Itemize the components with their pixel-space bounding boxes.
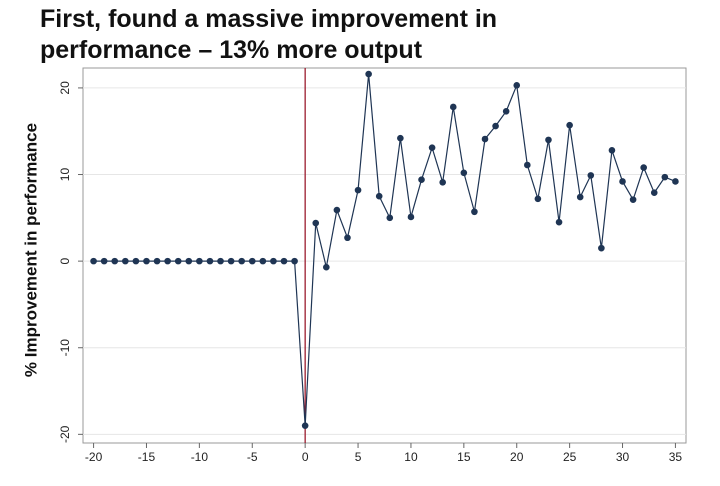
marker [143,257,150,265]
marker [629,196,637,203]
marker [122,257,129,265]
marker [650,189,658,197]
marker [206,257,214,265]
marker [217,257,224,265]
x-tick-label: 15 [457,450,471,464]
x-tick-label: 5 [355,450,362,464]
y-tick-label: -20 [58,425,72,443]
x-tick-label: 25 [563,450,577,464]
y-tick-label: 20 [58,81,72,95]
marker [164,257,171,265]
chart-title: First, found a massive improvement in pe… [40,5,498,64]
marker [418,176,425,184]
marker [460,169,468,177]
marker [513,82,521,89]
plot-frame [82,67,687,444]
y-tick-label: 10 [58,168,72,182]
marker [439,179,446,186]
marker [185,257,193,265]
marker [248,257,256,265]
marker [407,213,415,221]
marker [132,257,140,265]
marker [312,219,320,227]
marker [301,422,309,429]
marker [449,103,457,111]
marker [375,192,383,200]
marker [524,161,531,169]
marker [100,257,108,265]
marker [534,195,542,203]
marker [365,70,372,78]
marker [471,208,478,216]
line [93,74,676,426]
marker [291,257,298,265]
x-tick-label: 20 [510,450,524,464]
marker [545,136,552,144]
marker [502,108,510,115]
marker [555,218,563,226]
marker [153,257,161,265]
marker [576,193,584,201]
marker [354,186,362,194]
x-tick-label: -10 [191,450,209,464]
y-tick-label: -10 [58,339,72,357]
marker [640,164,647,171]
marker [566,121,573,129]
marker [587,172,595,179]
x-tick-label: 10 [404,450,418,464]
marker [323,263,330,271]
x-tick-label: 30 [616,450,630,464]
marker [428,144,436,151]
marker [90,257,97,265]
marker [196,257,203,265]
marker [174,257,182,265]
marker [397,134,404,142]
y-axis-label: % Improvement in performance [21,123,40,377]
marker [672,178,679,185]
marker [608,146,616,154]
marker [238,257,245,265]
x-tick-label: -20 [85,450,103,464]
marker [661,173,669,181]
marker [227,257,235,265]
marker [492,122,499,130]
marker [111,257,119,265]
x-tick-label: -15 [138,450,156,464]
marker [344,234,351,242]
x-tick-label: -5 [247,450,258,464]
marker [481,135,489,143]
x-tick-label: 0 [302,450,309,464]
y-tick-label: 0 [58,257,72,264]
x-tick-label: 35 [669,450,683,464]
marker [386,214,394,222]
marker [619,178,626,185]
marker [280,257,288,265]
marker [598,244,605,252]
marker [259,257,267,265]
marker [333,206,341,214]
marker [270,257,277,265]
